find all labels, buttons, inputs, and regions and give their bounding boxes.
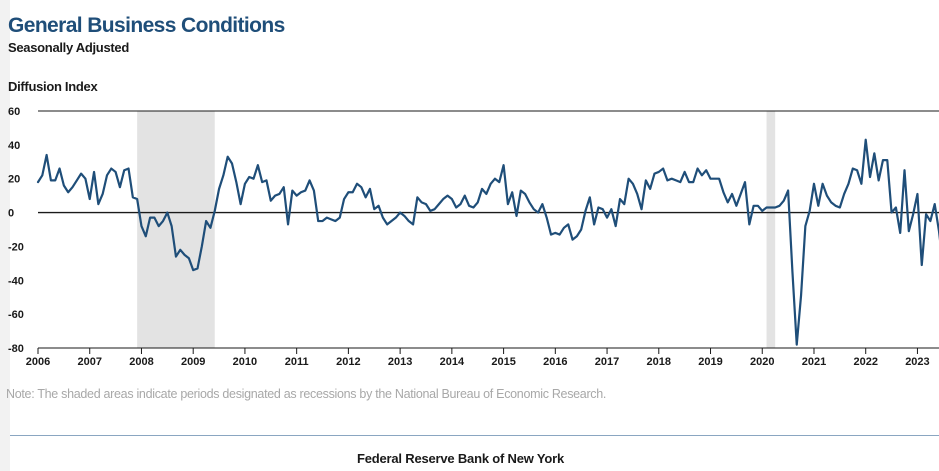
recession-note: Note: The shaded areas indicate periods … xyxy=(6,387,607,401)
y-tick-label: 60 xyxy=(8,106,20,118)
x-tick-label: 2016 xyxy=(543,356,567,368)
y-tick-label: -40 xyxy=(8,275,24,287)
x-tick-label: 2020 xyxy=(750,356,774,368)
series-line-1 xyxy=(36,138,939,346)
line-chart: 60 40 20 0 -20 -40 -60 -80 2006 2007 2008 2009 2010… xyxy=(8,106,939,368)
y-tick-label: -80 xyxy=(8,343,24,355)
x-tick-label: 2021 xyxy=(802,356,826,368)
y-tick-label: -20 xyxy=(8,241,24,253)
source-label: Federal Reserve Bank of New York xyxy=(357,451,564,466)
x-tick-label: 2017 xyxy=(595,356,619,368)
x-axis-ticks: 2006 2007 2008 2009 2010 2011 2012 2013 2014 2015… xyxy=(26,348,930,368)
recession-bands xyxy=(137,111,776,348)
x-tick-label: 2018 xyxy=(647,356,671,368)
x-tick-label: 2023 xyxy=(905,356,929,368)
y-tick-label: 40 xyxy=(8,140,20,152)
x-tick-label: 2007 xyxy=(77,356,101,368)
chart-title: General Business Conditions xyxy=(8,14,285,37)
x-tick-label: 2013 xyxy=(388,356,412,368)
recession-band-1 xyxy=(137,111,215,348)
x-tick-label: 2010 xyxy=(233,356,257,368)
y-tick-label: -60 xyxy=(8,309,24,321)
x-tick-label: 2015 xyxy=(491,356,515,368)
series-layer xyxy=(36,138,939,346)
x-tick-label: 2012 xyxy=(336,356,360,368)
y-tick-label: 0 xyxy=(8,208,14,220)
footer-divider xyxy=(10,435,939,436)
recession-band-2 xyxy=(766,111,776,348)
x-tick-label: 2014 xyxy=(440,356,465,368)
y-axis-label: Diffusion Index xyxy=(8,79,98,94)
chart-subtitle: Seasonally Adjusted xyxy=(8,40,129,55)
x-tick-label: 2009 xyxy=(181,356,205,368)
left-edge-strip xyxy=(0,0,10,471)
x-tick-label: 2006 xyxy=(26,356,50,368)
x-tick-label: 2008 xyxy=(129,356,153,368)
x-tick-label: 2019 xyxy=(698,356,722,368)
x-tick-label: 2011 xyxy=(285,356,309,368)
x-tick-label: 2022 xyxy=(853,356,877,368)
y-tick-label: 20 xyxy=(8,174,20,186)
y-axis-ticks: 60 40 20 0 -20 -40 -60 -80 xyxy=(8,106,24,355)
